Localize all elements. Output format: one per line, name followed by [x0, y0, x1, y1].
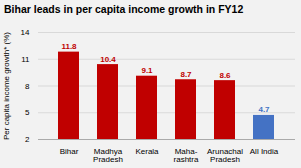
- svg-text:8.7: 8.7: [180, 70, 192, 79]
- svg-text:Maha-rashtra: Maha-rashtra: [174, 147, 199, 164]
- svg-text:2: 2: [25, 135, 30, 144]
- svg-text:5: 5: [25, 108, 30, 117]
- svg-text:9.1: 9.1: [141, 66, 153, 75]
- svg-text:Kerala: Kerala: [135, 147, 159, 156]
- svg-text:ArunachalPradesh: ArunachalPradesh: [207, 147, 243, 164]
- svg-text:11: 11: [21, 55, 30, 64]
- svg-text:11.8: 11.8: [61, 42, 77, 51]
- svg-text:8.6: 8.6: [219, 71, 231, 80]
- svg-text:8: 8: [25, 82, 30, 91]
- svg-text:All India: All India: [250, 147, 279, 156]
- svg-text:10.4: 10.4: [100, 55, 116, 64]
- svg-text:14: 14: [21, 28, 30, 37]
- html-text:Bihar leads in per capita inco: Bihar leads in per capita income growth …: [4, 3, 244, 15]
- svg-text:MadhyaPradesh: MadhyaPradesh: [93, 147, 123, 164]
- svg-text:Bihar: Bihar: [60, 147, 79, 156]
- svg-text:Per capita income growth* (%): Per capita income growth* (%): [2, 32, 11, 140]
- svg-text:4.7: 4.7: [258, 105, 270, 114]
